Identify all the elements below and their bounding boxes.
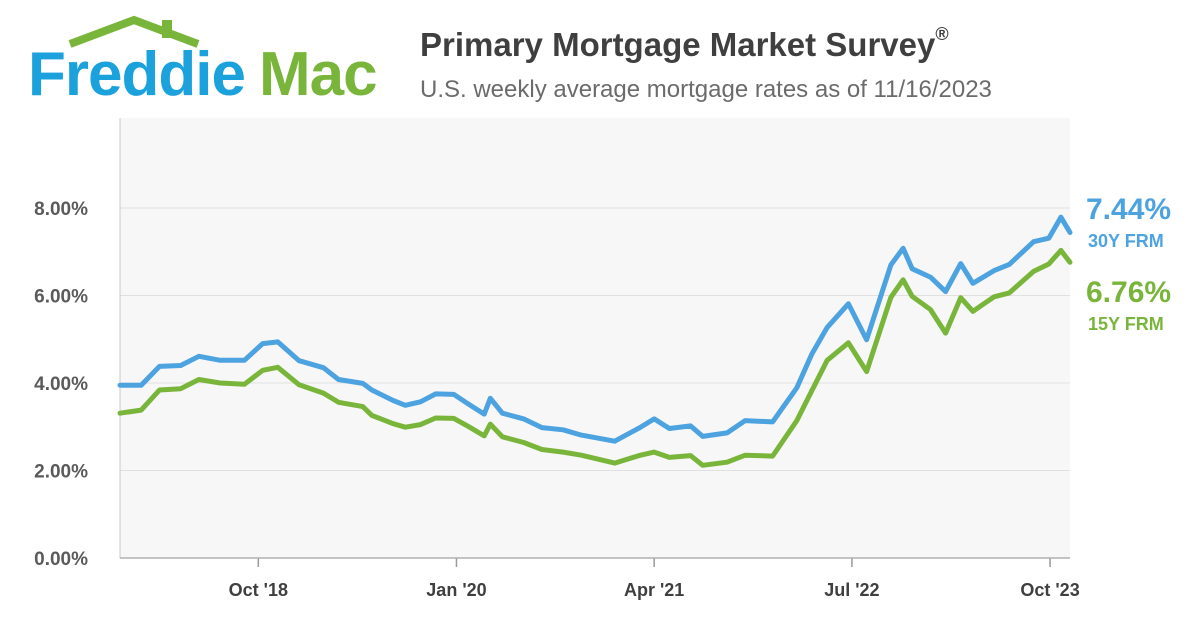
y-tick-label: 8.00% xyxy=(34,199,88,220)
series-lines xyxy=(117,214,1073,468)
x-tick-label: Oct '23 xyxy=(1020,580,1079,600)
house-roof-icon xyxy=(68,15,200,48)
series-line-30y-frm xyxy=(117,214,1073,444)
logo-mac-text: Mac xyxy=(258,40,378,109)
x-tick-label: Jul '22 xyxy=(824,580,879,600)
x-tick-label: Jan '20 xyxy=(426,580,486,600)
x-tick-label: Apr '21 xyxy=(624,580,684,600)
x-axis-ticks: Oct '18 Jan '20 Apr '21 Jul '22 Oct '23 xyxy=(229,558,1080,600)
chart-title-text: Primary Mortgage Market Survey xyxy=(420,26,936,63)
y-tick-label: 0.00% xyxy=(34,549,88,570)
x-tick-label: Oct '18 xyxy=(229,580,288,600)
y-tick-label: 4.00% xyxy=(34,374,88,395)
y-tick-label: 2.00% xyxy=(34,462,88,483)
freddie-mac-logo: Freddie Mac xyxy=(24,14,384,110)
logo-freddie-text: Freddie xyxy=(28,40,246,109)
series-line-15y-frm xyxy=(117,247,1073,468)
chart-title: Primary Mortgage Market Survey® xyxy=(420,24,949,64)
series-label-30y-frm: 30Y FRM xyxy=(1088,231,1164,251)
chart-subtitle: U.S. weekly average mortgage rates as of… xyxy=(420,76,992,103)
logo-wordmark: Freddie Mac xyxy=(28,40,378,110)
registered-mark: ® xyxy=(935,24,949,44)
plot-background xyxy=(120,118,1070,558)
y-tick-label: 6.00% xyxy=(34,287,88,308)
y-axis-ticks: 0.00% 2.00% 4.00% 6.00% 8.00% xyxy=(34,199,88,570)
end-value-15y-frm: 6.76% xyxy=(1086,276,1171,309)
series-label-15y-frm: 15Y FRM xyxy=(1088,314,1164,334)
end-value-30y-frm: 7.44% xyxy=(1086,193,1171,226)
end-labels: 7.44% 30Y FRM 6.76% 15Y FRM xyxy=(1086,193,1171,334)
